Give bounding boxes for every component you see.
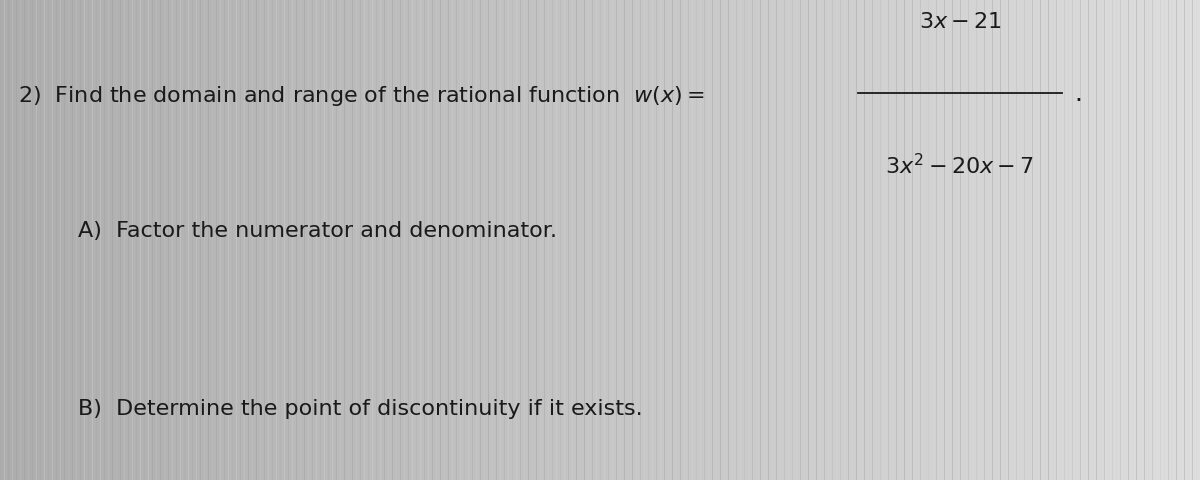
Text: $3x-21$: $3x-21$ bbox=[918, 12, 1002, 32]
Text: .: . bbox=[1074, 82, 1082, 106]
Text: 2)  Find the domain and range of the rational function  $w(x)=$: 2) Find the domain and range of the rati… bbox=[18, 84, 704, 108]
Text: A)  Factor the numerator and denominator.: A) Factor the numerator and denominator. bbox=[78, 220, 557, 240]
Text: B)  Determine the point of discontinuity if it exists.: B) Determine the point of discontinuity … bbox=[78, 398, 643, 418]
Text: $3x^2-20x-7$: $3x^2-20x-7$ bbox=[886, 153, 1034, 178]
